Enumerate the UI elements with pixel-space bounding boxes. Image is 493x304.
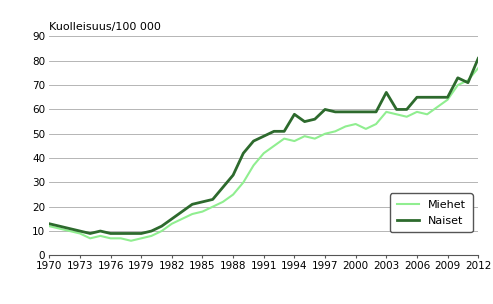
Miehet [424,112,430,116]
Miehet [261,151,267,155]
Miehet [414,110,420,114]
Naiset [250,139,256,143]
Naiset [434,95,440,99]
Naiset [200,200,206,204]
Miehet [200,210,206,213]
Naiset [189,202,195,206]
Miehet [250,164,256,167]
Miehet [210,205,215,209]
Naiset [98,229,104,233]
Naiset [169,217,175,221]
Naiset [179,210,185,213]
Naiset [373,110,379,114]
Naiset [363,110,369,114]
Naiset [261,134,267,138]
Miehet [404,115,410,119]
Miehet [352,122,358,126]
Miehet [434,105,440,109]
Miehet [107,237,113,240]
Miehet [138,237,144,240]
Miehet [475,66,481,70]
Miehet [373,122,379,126]
Miehet [465,78,471,82]
Text: Kuolleisuus/100 000: Kuolleisuus/100 000 [49,22,161,32]
Miehet [128,239,134,243]
Naiset [271,130,277,133]
Miehet [220,200,226,204]
Naiset [465,81,471,85]
Naiset [220,185,226,189]
Naiset [302,120,308,123]
Naiset [210,198,215,201]
Naiset [332,110,338,114]
Miehet [57,227,63,230]
Naiset [57,224,63,228]
Miehet [332,130,338,133]
Naiset [281,130,287,133]
Miehet [363,127,369,131]
Naiset [455,76,461,80]
Miehet [445,98,451,102]
Naiset [159,224,165,228]
Naiset [404,108,410,111]
Naiset [128,232,134,235]
Miehet [384,110,389,114]
Miehet [230,193,236,196]
Naiset [148,229,154,233]
Naiset [118,232,124,235]
Naiset [46,222,52,226]
Miehet [118,237,124,240]
Naiset [393,108,399,111]
Naiset [77,229,83,233]
Miehet [322,132,328,136]
Naiset [445,95,451,99]
Naiset [87,232,93,235]
Line: Naiset: Naiset [49,58,478,233]
Naiset [67,227,72,230]
Miehet [241,181,246,184]
Naiset [352,110,358,114]
Naiset [322,108,328,111]
Naiset [230,173,236,177]
Naiset [424,95,430,99]
Miehet [77,232,83,235]
Miehet [98,234,104,238]
Naiset [384,91,389,94]
Miehet [159,229,165,233]
Line: Miehet: Miehet [49,68,478,241]
Legend: Miehet, Naiset: Miehet, Naiset [390,193,473,232]
Miehet [169,222,175,226]
Miehet [312,137,318,140]
Miehet [46,224,52,228]
Naiset [475,57,481,60]
Naiset [414,95,420,99]
Miehet [148,234,154,238]
Miehet [67,229,72,233]
Naiset [241,151,246,155]
Naiset [138,232,144,235]
Naiset [107,232,113,235]
Naiset [312,117,318,121]
Naiset [343,110,349,114]
Miehet [302,134,308,138]
Miehet [271,144,277,148]
Miehet [455,83,461,87]
Miehet [189,212,195,216]
Naiset [291,112,297,116]
Miehet [87,237,93,240]
Miehet [343,125,349,128]
Miehet [291,139,297,143]
Miehet [393,112,399,116]
Miehet [281,137,287,140]
Miehet [179,217,185,221]
